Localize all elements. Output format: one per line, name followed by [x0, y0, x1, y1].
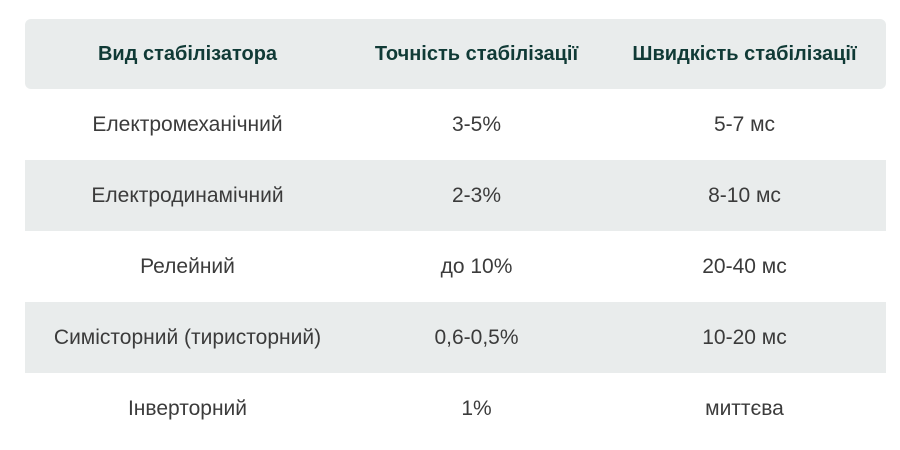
header-accuracy: Точність стабілізації [374, 42, 579, 65]
table-row: Симісторний (тиристорний) 0,6-0,5% 10-20… [25, 302, 886, 373]
cell-accuracy: до 10% [440, 254, 513, 278]
table-row: Інверторний 1% миттєва [25, 373, 886, 444]
table-row: Електромеханічний 3-5% 5-7 мс [25, 89, 886, 160]
cell-speed: 8-10 мс [708, 183, 781, 207]
cell-type: Симісторний (тиристорний) [53, 325, 322, 349]
cell-accuracy: 1% [461, 396, 492, 420]
cell-speed: 5-7 мс [713, 112, 776, 136]
cell-accuracy: 2-3% [451, 183, 502, 207]
table-header-row: Вид стабілізатора Точність стабілізації … [25, 19, 886, 89]
cell-speed: миттєва [705, 396, 784, 420]
comparison-table: Вид стабілізатора Точність стабілізації … [25, 19, 886, 444]
cell-type: Електромеханічний [92, 112, 283, 136]
header-speed: Швидкість стабілізації [632, 42, 857, 65]
cell-type: Релейний [140, 254, 235, 278]
cell-speed: 10-20 мс [702, 325, 787, 349]
cell-accuracy: 3-5% [451, 112, 502, 136]
cell-type: Інверторний [127, 396, 248, 420]
table-row: Електродинамічний 2-3% 8-10 мс [25, 160, 886, 231]
cell-type: Електродинамічний [91, 183, 284, 207]
table-row: Релейний до 10% 20-40 мс [25, 231, 886, 302]
cell-accuracy: 0,6-0,5% [434, 325, 519, 349]
header-stabilizer-type: Вид стабілізатора [97, 42, 278, 65]
cell-speed: 20-40 мс [702, 254, 787, 278]
